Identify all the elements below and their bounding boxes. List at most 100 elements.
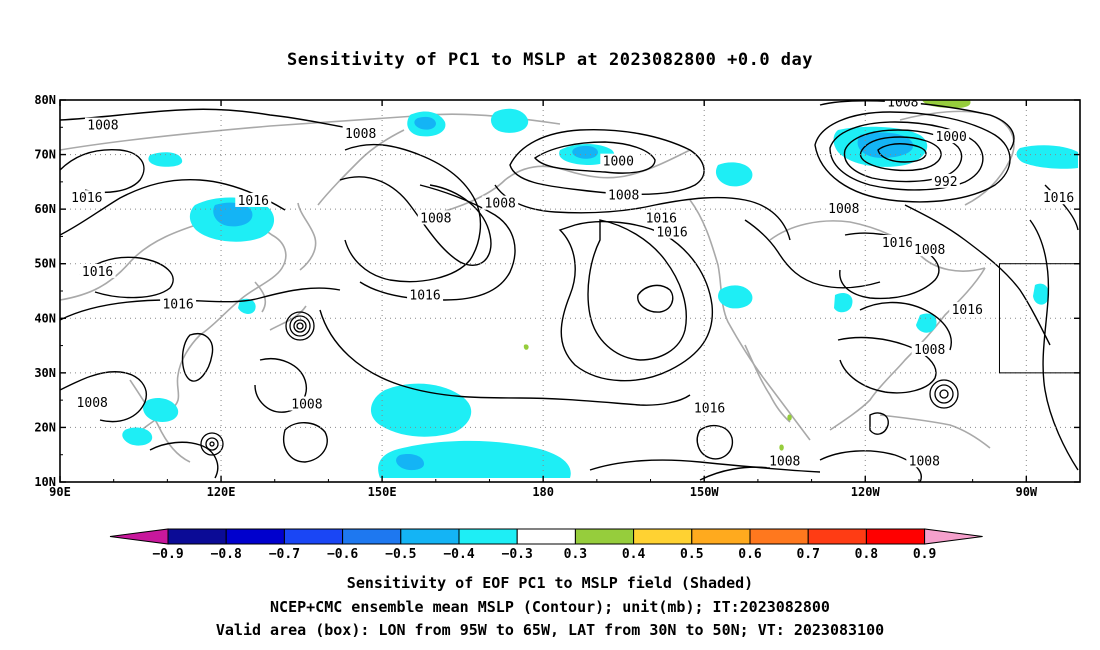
lon-tick-label: 180 xyxy=(532,485,554,499)
cyclone-ring xyxy=(939,389,949,399)
contour-label-bg xyxy=(643,210,680,225)
contour-label: 1016 xyxy=(656,226,687,241)
contour-label: 1008 xyxy=(345,127,376,142)
coastline-hudson xyxy=(769,220,986,272)
coastline-korea-japan xyxy=(254,202,317,331)
contour-line xyxy=(60,108,361,131)
contour-label: 1008 xyxy=(887,96,918,111)
contour-label-bg xyxy=(407,287,444,302)
colorbar-label: 0.9 xyxy=(913,547,936,562)
contour-label-bg xyxy=(691,400,728,415)
contour-label: 1000 xyxy=(936,130,967,145)
colorbar-segment xyxy=(865,528,926,545)
contour-label-bg xyxy=(600,153,637,168)
shade-patch xyxy=(238,298,256,314)
contour-label: 1008 xyxy=(769,454,800,469)
coastline-greenland xyxy=(899,110,1015,206)
cyclone-ring xyxy=(209,441,215,447)
contour-line xyxy=(637,284,674,313)
contour-label: 1016 xyxy=(71,191,102,206)
mslp-contours xyxy=(60,100,1079,482)
shade-patch xyxy=(213,202,253,227)
contour-label-bg xyxy=(654,224,690,239)
contour-label: 1000 xyxy=(603,155,634,170)
contour-line xyxy=(904,204,1051,346)
shade-patch xyxy=(779,444,784,451)
shade-patch xyxy=(916,313,937,333)
contour-label: 1008 xyxy=(485,197,516,212)
shade-patch xyxy=(523,344,529,350)
shade-patch xyxy=(370,383,472,437)
colorbar-label: −0.9 xyxy=(152,547,183,562)
coastline-baja xyxy=(744,344,791,423)
shade-patch xyxy=(148,152,183,167)
colorbar-label: −0.3 xyxy=(502,547,533,562)
shade-patch xyxy=(414,116,436,130)
cyclone-ring xyxy=(296,322,304,330)
colorbar-segment xyxy=(342,528,402,545)
contour-label-bg xyxy=(825,201,862,216)
contour-label: 1008 xyxy=(914,243,945,258)
coastline-indochina xyxy=(129,379,191,463)
contour-line xyxy=(587,219,687,361)
colorbar-label: −0.7 xyxy=(269,547,300,562)
contour-label: 1008 xyxy=(420,211,451,226)
contour-label-bg xyxy=(84,117,121,132)
contour-line xyxy=(181,333,214,382)
contour-label: 1016 xyxy=(1043,191,1074,206)
contour-label: 1016 xyxy=(82,265,113,280)
shade-patch xyxy=(378,440,571,478)
shade-patch xyxy=(922,100,971,108)
colorbar-segment xyxy=(167,528,227,545)
contour-line xyxy=(869,412,889,435)
lat-tick-label: 30N xyxy=(34,366,56,380)
contour-label: 992 xyxy=(934,175,957,190)
contour-line xyxy=(843,129,963,183)
contour-label-bg xyxy=(884,100,921,109)
colorbar-right-triangle xyxy=(924,528,983,545)
colorbar-label: 0.3 xyxy=(564,547,587,562)
colorbar-segment xyxy=(807,528,867,545)
contour-label-bg xyxy=(417,210,454,225)
cyclone-ring xyxy=(200,432,224,456)
contour-label-bg xyxy=(911,242,948,257)
colorbar-segment xyxy=(574,528,635,545)
shade-patch xyxy=(857,132,914,158)
contour-line xyxy=(837,336,937,394)
valid-area-box xyxy=(998,263,1080,374)
contour-label: 1008 xyxy=(914,343,945,358)
coastline-namerica-west xyxy=(689,199,811,441)
colorbar-left-triangle xyxy=(109,528,169,545)
colorbar-segment xyxy=(691,528,751,545)
contour-line xyxy=(533,141,656,174)
contour-label: 1016 xyxy=(694,401,725,416)
coastline-siberia-north xyxy=(60,113,561,151)
colorbar-label: −0.6 xyxy=(327,547,358,562)
lat-tick-label: 80N xyxy=(34,93,56,107)
cyclone-ring xyxy=(285,311,315,341)
contour-line xyxy=(814,111,1011,203)
contour-label-bg xyxy=(911,341,948,356)
shade-patch xyxy=(1016,145,1078,169)
contour-line xyxy=(819,100,1015,151)
contour-labels: 1008 1008 1016 1016 1008 1008 1000 1008 1016 1016… xyxy=(68,96,1077,469)
contour-line xyxy=(60,371,147,423)
lon-tick-label: 150W xyxy=(690,485,720,499)
shade-patch xyxy=(718,285,753,309)
contour-label-bg xyxy=(605,187,642,202)
coastline-asia-east xyxy=(60,218,287,441)
contour-label-bg xyxy=(931,173,960,188)
contour-label: 1008 xyxy=(87,119,118,134)
lat-tick-label: 40N xyxy=(34,311,56,325)
colorbar-label: 0.7 xyxy=(796,547,819,562)
contour-line xyxy=(589,459,821,473)
colorbar-label: 0.6 xyxy=(738,547,762,562)
shade-patch xyxy=(834,293,853,313)
contour-line xyxy=(60,178,286,236)
contour-line xyxy=(509,128,705,195)
contour-label-bg xyxy=(879,234,916,249)
caption-line-2: NCEP+CMC ensemble mean MSLP (Contour); u… xyxy=(270,598,830,616)
colorbar-label: −0.4 xyxy=(443,547,474,562)
contour-label: 1008 xyxy=(828,202,859,217)
